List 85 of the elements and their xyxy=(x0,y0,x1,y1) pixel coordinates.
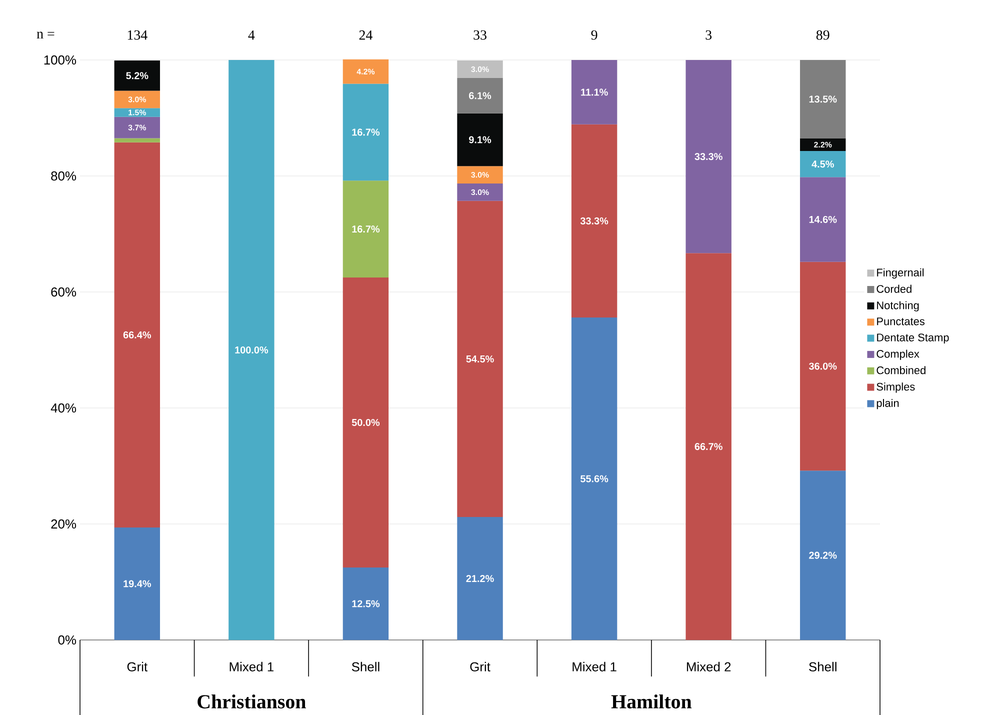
bar xyxy=(114,116,160,138)
text: 4 xyxy=(248,30,255,40)
text: Christianson xyxy=(198,694,306,708)
bar xyxy=(800,177,846,262)
data-label: 33.3% xyxy=(694,153,722,160)
text: 33 xyxy=(474,30,486,40)
data-label: 14.6% xyxy=(809,216,837,224)
bar xyxy=(342,84,389,181)
x-tick-label: Mixed 1 xyxy=(230,662,274,672)
y-tick-label: 20% xyxy=(51,519,76,529)
y-tick-label: 100% xyxy=(44,55,76,65)
bar xyxy=(457,517,503,640)
bar xyxy=(800,262,846,471)
bar xyxy=(457,166,503,184)
y-tick-label: 80% xyxy=(51,171,76,181)
bar xyxy=(342,567,389,640)
data-label: 13.5% xyxy=(809,96,837,103)
x-tick-label: Shell xyxy=(352,662,380,672)
data-label: 21.2% xyxy=(466,574,494,582)
data-label: 6.1% xyxy=(469,92,492,100)
bar xyxy=(457,78,503,114)
y-tick-label: 0% xyxy=(58,635,76,645)
data-label: 29.2% xyxy=(809,552,837,559)
data-label: 66.7% xyxy=(694,443,722,450)
text: 3 xyxy=(706,30,712,40)
data-label: 36.0% xyxy=(808,362,837,370)
bar xyxy=(228,60,274,640)
bar xyxy=(114,60,160,91)
bar xyxy=(457,113,503,166)
text: n = xyxy=(36,32,54,38)
data-label: 11.1% xyxy=(581,88,608,96)
data-label: 55.6% xyxy=(580,475,608,482)
bar xyxy=(342,277,389,568)
y-tick-label: 40% xyxy=(50,403,76,413)
data-label: 33.3% xyxy=(580,217,608,224)
bar xyxy=(342,180,389,278)
data-label: 16.7% xyxy=(352,226,380,233)
legend-label: Dentate Stamp xyxy=(877,334,949,344)
bar xyxy=(800,151,846,178)
bar xyxy=(800,138,846,152)
bar xyxy=(571,318,618,640)
data-label: 66.4% xyxy=(123,331,152,338)
data-label: 50.0% xyxy=(352,418,380,426)
x-tick-label: Shell xyxy=(809,662,836,672)
bar xyxy=(571,124,618,318)
legend-label: Notching xyxy=(877,301,919,312)
bar xyxy=(114,108,160,117)
text: 9 xyxy=(591,30,598,40)
data-label: 5.2% xyxy=(126,72,148,80)
data-label: 16.7% xyxy=(352,128,380,136)
bar xyxy=(571,60,618,124)
legend-label: Punctates xyxy=(877,318,925,326)
x-tick-label: Mixed 2 xyxy=(686,662,731,672)
bar xyxy=(114,90,160,108)
bar xyxy=(114,527,160,640)
legend-label: Fingernail xyxy=(877,268,924,279)
legend-label: Combined xyxy=(876,366,926,374)
bar xyxy=(686,253,732,640)
text: 24 xyxy=(359,30,372,40)
legend-label: Corded xyxy=(876,284,912,293)
y-tick-label: 60% xyxy=(51,287,76,297)
text: 134 xyxy=(128,30,148,40)
data-label: 54.5% xyxy=(466,355,494,362)
bar xyxy=(800,470,846,640)
bar xyxy=(457,184,503,201)
text: Hamilton xyxy=(611,694,692,708)
bar xyxy=(342,59,389,84)
data-label: 12.5% xyxy=(352,600,380,608)
x-tick-label: Mixed 1 xyxy=(572,662,616,672)
legend-label: Complex xyxy=(876,350,920,360)
bar xyxy=(114,142,160,528)
data-label: 9.1% xyxy=(469,136,492,144)
text: 89 xyxy=(816,30,830,40)
bar xyxy=(457,60,503,78)
data-label: 19.4% xyxy=(124,580,152,588)
x-tick-label: Grit xyxy=(127,662,148,672)
bar xyxy=(114,138,160,142)
data-label: 100.0% xyxy=(235,346,268,354)
legend-label: plain xyxy=(876,398,899,410)
x-tick-label: Grit xyxy=(470,662,490,672)
data-label: 4.5% xyxy=(812,160,834,168)
bar xyxy=(686,60,732,254)
bar xyxy=(800,60,846,138)
legend-label: Simples xyxy=(876,382,915,393)
bar xyxy=(457,200,503,518)
